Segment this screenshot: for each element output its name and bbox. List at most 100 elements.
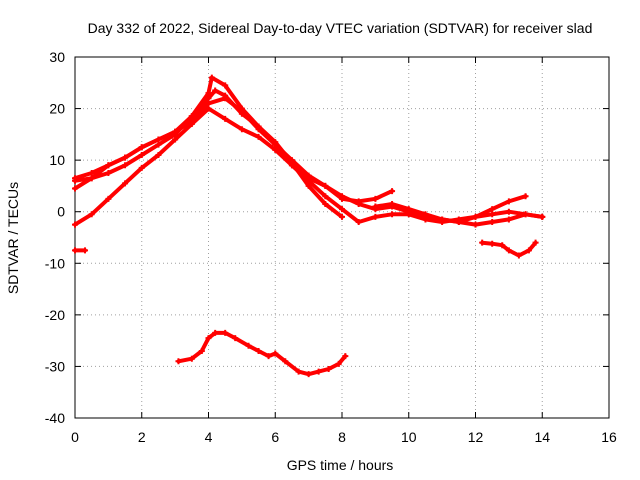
data-point-track-5 (522, 193, 529, 200)
data-point-track-3 (255, 133, 262, 140)
data-point-track-5 (472, 213, 479, 220)
data-point-track-7 (489, 240, 496, 247)
y-tick-label: 20 (49, 101, 65, 117)
data-point-track-2 (322, 200, 329, 207)
data-point-track-4 (72, 185, 78, 192)
data-point-track-5 (389, 200, 396, 207)
data-point-track-6 (265, 353, 272, 360)
data-point-track-3 (489, 211, 496, 218)
data-point-track-4 (489, 219, 496, 226)
data-point-track-3 (155, 151, 162, 158)
data-point-track-2 (138, 151, 145, 158)
data-point-track-3 (389, 211, 396, 218)
data-point-track-3 (339, 206, 345, 213)
data-point-track-7 (532, 239, 539, 246)
data-point-track-6 (175, 358, 182, 365)
data-point-track-2 (339, 213, 345, 220)
data-point-track-1 (212, 87, 219, 94)
data-point-track-4 (238, 108, 245, 115)
data-point-track-6 (342, 353, 349, 360)
data-point-track-1 (389, 188, 396, 195)
data-point-track-6 (232, 335, 239, 342)
data-point-track-3 (505, 208, 512, 215)
data-point-track-5 (422, 211, 429, 218)
data-point-track-6 (222, 329, 229, 336)
x-tick-label: 12 (468, 429, 484, 445)
data-point-track-6 (305, 371, 312, 378)
x-tick-label: 14 (534, 429, 550, 445)
data-point-track-4 (339, 193, 345, 200)
data-point-track-7 (525, 247, 532, 254)
x-tick-label: 4 (205, 429, 213, 445)
axis-ticks: 0 2 4 6 8 10 12 14 16 -40 -30 -20 -10 0 10 20 30 (45, 49, 617, 445)
x-tick-label: 0 (71, 429, 79, 445)
data-point-track-2 (305, 182, 312, 189)
data-point-track-5 (505, 198, 512, 205)
data-point-track-4 (505, 216, 512, 223)
data-point-track-6 (198, 347, 205, 354)
data-point-track-8 (72, 247, 78, 254)
data-point-track-4 (155, 136, 162, 143)
data-point-track-4 (222, 95, 229, 102)
data-point-track-3 (205, 105, 212, 112)
chart-title: Day 332 of 2022, Sidereal Day-to-day VTE… (88, 20, 593, 36)
x-tick-label: 2 (138, 429, 146, 445)
data-point-track-3 (138, 164, 145, 171)
data-point-track-4 (272, 141, 279, 148)
data-point-track-4 (188, 118, 195, 125)
grid-lines (75, 57, 609, 418)
data-point-track-5 (455, 219, 462, 226)
data-point-track-5 (372, 203, 379, 210)
series-line-track-5 (373, 194, 528, 224)
data-point-track-4 (122, 154, 129, 161)
y-tick-label: -20 (45, 307, 65, 323)
data-point-track-4 (322, 182, 329, 189)
data-point-track-6 (272, 350, 279, 357)
data-point-track-1 (88, 170, 95, 177)
y-tick-label: 30 (49, 49, 65, 65)
x-tick-label: 6 (271, 429, 279, 445)
y-tick-label: 10 (49, 152, 65, 168)
data-point-track-6 (315, 368, 322, 375)
series-line-track-3 (73, 106, 545, 227)
data-point-track-6 (245, 342, 252, 349)
data-point-track-4 (355, 200, 362, 207)
data-point-track-2 (222, 82, 229, 89)
data-point-track-6 (212, 329, 219, 336)
data-point-track-3 (355, 219, 362, 226)
data-point-track-6 (255, 347, 262, 354)
data-point-track-2 (208, 74, 215, 81)
series-line-track-4 (73, 96, 545, 227)
data-point-track-2 (122, 162, 129, 169)
data-point-track-2 (72, 177, 78, 184)
data-point-track-7 (479, 239, 486, 246)
data-point-track-7 (505, 247, 512, 254)
series-layer (72, 74, 546, 378)
y-tick-label: 0 (57, 204, 65, 220)
data-point-track-4 (305, 175, 312, 182)
data-point-track-5 (439, 216, 446, 223)
data-point-track-6 (335, 360, 342, 367)
x-tick-label: 16 (601, 429, 617, 445)
data-point-track-5 (489, 206, 496, 213)
data-point-track-3 (122, 180, 129, 187)
data-point-track-8 (82, 247, 89, 254)
data-point-track-5 (405, 206, 412, 213)
x-tick-label: 8 (338, 429, 346, 445)
data-point-track-6 (188, 355, 195, 362)
y-tick-label: -30 (45, 358, 65, 374)
y-tick-label: -40 (45, 410, 65, 426)
data-point-track-4 (472, 221, 479, 228)
data-point-track-4 (255, 126, 262, 133)
data-point-track-3 (222, 115, 229, 122)
data-point-track-2 (155, 141, 162, 148)
x-axis-label: GPS time / hours (287, 457, 394, 473)
data-point-track-4 (205, 100, 212, 107)
data-point-track-4 (105, 162, 112, 169)
y-axis-label: SDTVAR / TECUs (5, 182, 21, 294)
data-point-track-7 (515, 252, 522, 259)
data-point-track-4 (522, 211, 529, 218)
data-point-track-2 (205, 90, 212, 97)
data-point-track-3 (322, 193, 329, 200)
data-point-track-4 (539, 213, 546, 220)
